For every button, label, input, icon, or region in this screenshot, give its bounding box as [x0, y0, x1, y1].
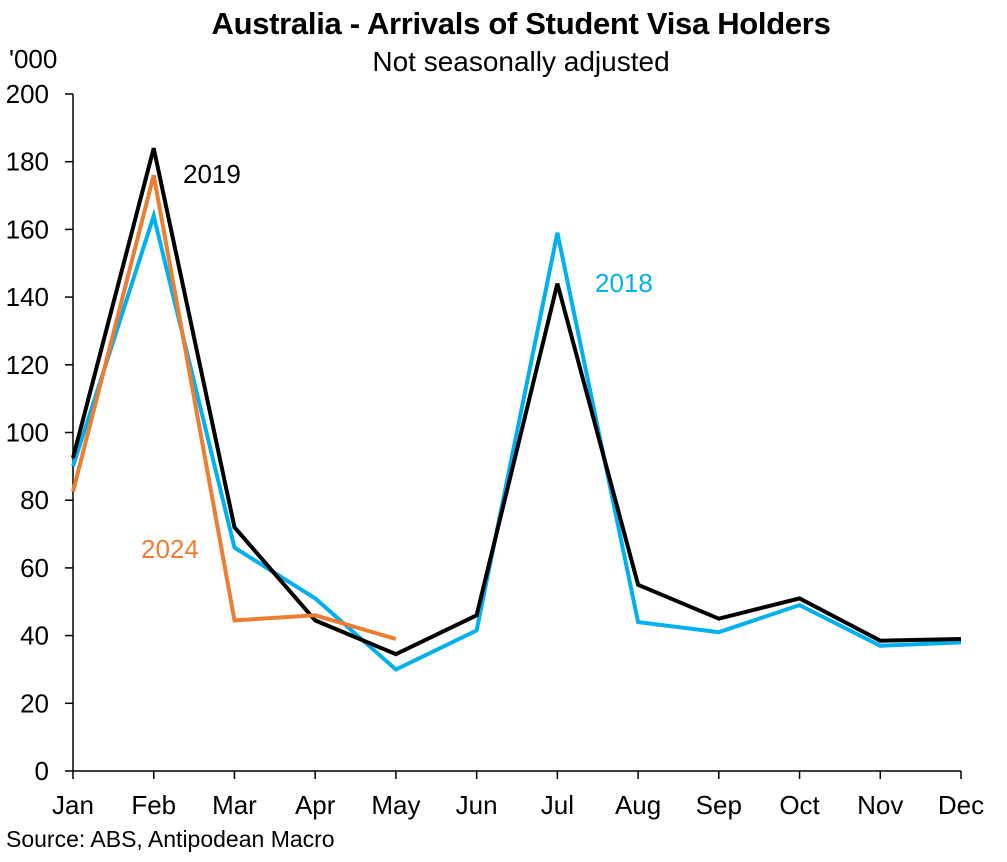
chart-subtitle: Not seasonally adjusted — [372, 46, 670, 77]
y-tick-label: 60 — [20, 553, 49, 583]
y-tick-label: 120 — [6, 350, 49, 380]
series-line-2018 — [71, 208, 962, 672]
y-tick-label: 100 — [6, 418, 49, 448]
chart-title: Australia - Arrivals of Student Visa Hol… — [211, 6, 831, 41]
y-tick-label: 180 — [6, 147, 49, 177]
chart-series — [71, 147, 962, 672]
x-tick-label: Aug — [615, 790, 661, 820]
x-tick-label: Jan — [52, 790, 94, 820]
y-tick-label: 0 — [35, 756, 49, 786]
x-tick-label: Jul — [541, 790, 574, 820]
y-tick-label: 140 — [6, 282, 49, 312]
x-tick-label: Sep — [696, 790, 742, 820]
series-label-2019: 2019 — [183, 159, 241, 189]
x-tick-label: Oct — [779, 790, 820, 820]
y-tick-label: 160 — [6, 214, 49, 244]
x-tick-label: Mar — [212, 790, 257, 820]
x-tick-label: Jun — [456, 790, 498, 820]
x-tick-label: May — [371, 790, 420, 820]
y-tick-label: 80 — [20, 485, 49, 515]
x-tick-label: Nov — [857, 790, 903, 820]
x-tick-label: Feb — [131, 790, 176, 820]
chart-axes: 0 20 40 60 80 100 120 140 160 180 200 Jan Feb Mar Apr M… — [6, 79, 985, 820]
series-labels: 2018 2019 2024 — [141, 159, 653, 564]
y-tick-label: 40 — [20, 621, 49, 651]
series-label-2018: 2018 — [595, 268, 653, 298]
x-tick-label: Apr — [295, 790, 336, 820]
y-axis-unit-label: '000 — [9, 44, 58, 74]
y-tick-label: 200 — [6, 79, 49, 109]
series-line-2024 — [71, 174, 397, 641]
source-note: Source: ABS, Antipodean Macro — [6, 826, 335, 852]
y-tick-label: 20 — [20, 688, 49, 718]
series-line-2019 — [71, 147, 962, 657]
x-tick-label: Dec — [938, 790, 984, 820]
series-label-2024: 2024 — [141, 534, 199, 564]
